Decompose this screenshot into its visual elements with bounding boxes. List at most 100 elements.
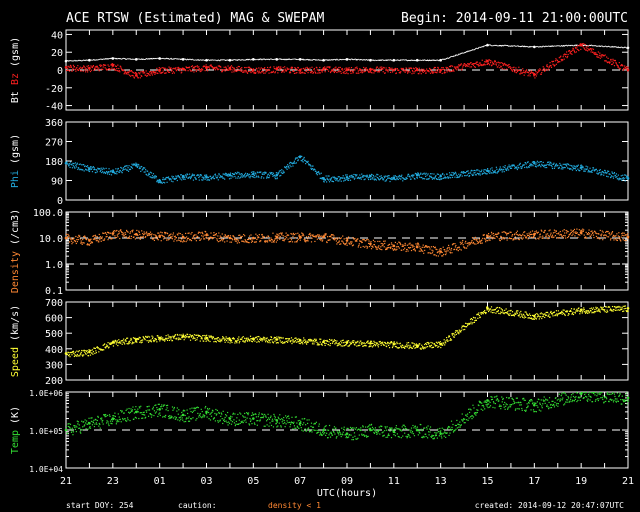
data-point xyxy=(377,174,379,176)
data-point xyxy=(541,230,543,232)
data-point xyxy=(206,70,209,72)
data-point xyxy=(185,69,187,72)
data-point xyxy=(225,174,227,176)
data-point xyxy=(275,241,277,243)
data-point xyxy=(583,229,585,231)
data-point xyxy=(517,234,519,236)
data-point xyxy=(451,171,453,174)
data-point-bt xyxy=(415,58,419,62)
data-point xyxy=(571,49,574,51)
data-point xyxy=(79,163,81,165)
data-point xyxy=(574,168,577,170)
data-point xyxy=(131,167,134,169)
data-point xyxy=(176,69,178,71)
data-point xyxy=(622,239,624,241)
data-point xyxy=(112,230,115,232)
data-point xyxy=(549,161,552,163)
data-point xyxy=(591,48,593,50)
data-point xyxy=(342,175,344,177)
data-point xyxy=(69,161,72,163)
data-point xyxy=(213,177,216,180)
data-point-phi xyxy=(369,174,372,178)
data-point-phi xyxy=(439,174,442,178)
data-point xyxy=(166,176,168,179)
data-point xyxy=(192,235,195,237)
data-point xyxy=(114,69,116,71)
data-point xyxy=(91,171,94,173)
data-point xyxy=(411,244,413,246)
data-point xyxy=(560,233,562,236)
data-point xyxy=(268,72,270,74)
data-point xyxy=(356,68,358,70)
data-point xyxy=(86,69,88,71)
data-point xyxy=(503,168,505,171)
data-point xyxy=(296,240,298,242)
data-point xyxy=(195,65,197,68)
data-point xyxy=(137,77,139,79)
data-point xyxy=(215,234,217,236)
data-point xyxy=(504,231,506,233)
data-point xyxy=(402,245,404,248)
data-point xyxy=(106,69,109,71)
data-point xyxy=(554,166,556,168)
data-point xyxy=(451,70,453,72)
data-point xyxy=(126,169,128,171)
data-point xyxy=(593,170,596,172)
data-point xyxy=(587,45,589,47)
data-point xyxy=(321,70,323,72)
data-point xyxy=(546,235,548,237)
data-point xyxy=(359,240,361,242)
data-point-bz xyxy=(579,43,583,47)
data-point xyxy=(297,159,299,161)
data-point xyxy=(435,255,437,257)
data-point xyxy=(266,240,268,242)
data-point xyxy=(205,64,207,66)
data-point xyxy=(540,166,542,168)
data-point xyxy=(606,175,608,177)
data-point xyxy=(272,172,275,174)
data-point xyxy=(450,174,453,176)
data-point xyxy=(542,66,544,68)
data-point xyxy=(351,174,353,176)
y-axis-label: Phi (gsm) xyxy=(10,134,21,188)
data-point xyxy=(158,70,160,72)
data-point xyxy=(84,165,86,167)
data-point xyxy=(233,173,236,175)
data-point xyxy=(226,240,228,242)
data-point xyxy=(538,69,540,72)
data-point xyxy=(375,175,377,177)
data-point-bz xyxy=(322,67,325,71)
data-point xyxy=(418,73,420,75)
data-point xyxy=(254,176,256,179)
data-point xyxy=(507,166,509,168)
data-point-bt xyxy=(111,57,115,60)
data-point xyxy=(627,176,629,178)
y-tick-label: 180 xyxy=(45,157,63,168)
plot-title: ACE RTSW (Estimated) MAG & SWEPAM xyxy=(66,11,324,26)
data-point-bt xyxy=(158,57,161,60)
data-point xyxy=(163,181,165,183)
data-point xyxy=(388,67,391,69)
data-point xyxy=(364,246,366,248)
data-point xyxy=(621,178,623,180)
data-point xyxy=(234,69,236,71)
data-point xyxy=(558,57,560,59)
data-point xyxy=(347,68,350,70)
data-point xyxy=(286,69,288,71)
data-point xyxy=(464,175,466,177)
data-point xyxy=(106,171,108,173)
data-point xyxy=(402,177,404,179)
data-point xyxy=(535,71,537,73)
data-point xyxy=(428,175,431,177)
data-point xyxy=(125,168,127,170)
data-point xyxy=(90,65,92,67)
data-point xyxy=(442,246,444,248)
data-point xyxy=(362,239,364,241)
data-point xyxy=(462,66,464,68)
data-point xyxy=(344,179,346,182)
data-point-phi xyxy=(111,170,115,174)
data-point xyxy=(394,67,397,70)
data-point xyxy=(241,67,243,69)
data-point xyxy=(399,71,401,73)
